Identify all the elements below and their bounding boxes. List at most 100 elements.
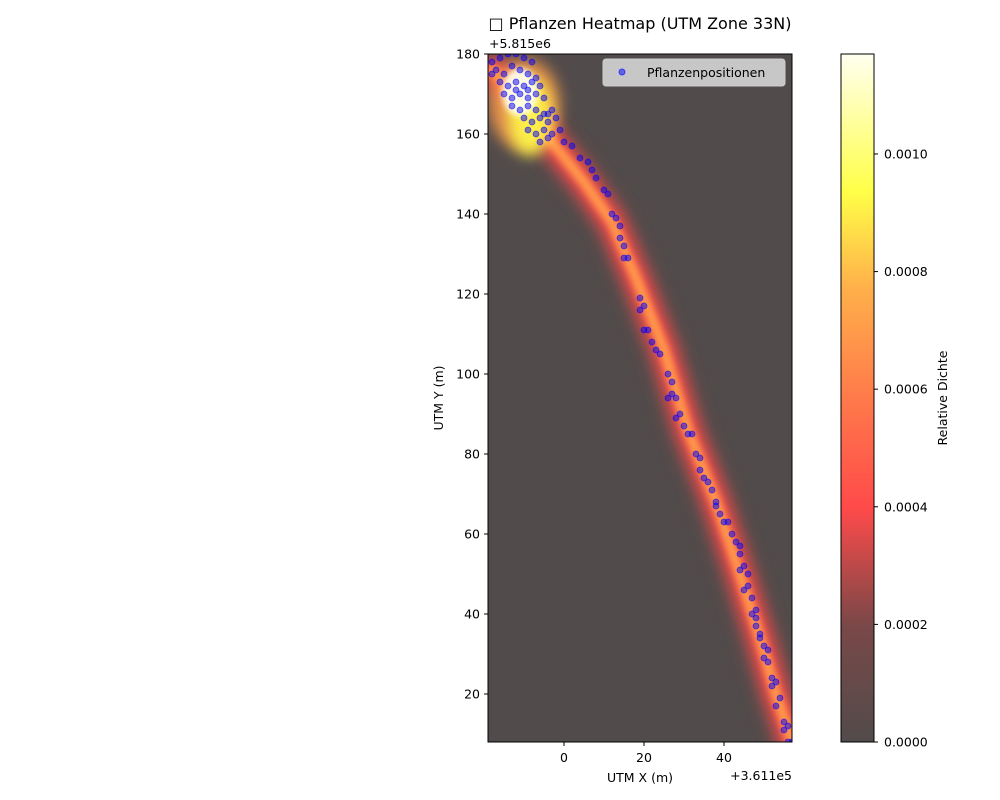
plant-point (536, 114, 544, 122)
plant-point (788, 738, 792, 742)
plant-point (708, 486, 716, 494)
plant-point (584, 158, 592, 166)
plant-point (744, 582, 752, 590)
plant-point (548, 130, 556, 138)
plant-point (492, 66, 500, 74)
plant-point (532, 90, 540, 98)
plant-point (616, 234, 624, 242)
plant-point (516, 106, 524, 114)
plant-point (528, 58, 536, 66)
y-tick-label: 20 (464, 687, 480, 702)
plant-point (536, 82, 544, 90)
plant-point (504, 82, 512, 90)
plant-point (764, 646, 772, 654)
plant-point (532, 74, 540, 82)
plant-point (500, 90, 508, 98)
colorbar: 0.0000 0.0002 0.0004 0.0006 0.0008 0.0010 Rel… (840, 53, 950, 750)
plant-point (616, 222, 624, 230)
plant-point (760, 642, 768, 650)
plant-point (524, 126, 532, 134)
y-axis: 20 40 60 80 100 120 140 160 180 (456, 47, 488, 702)
colorbar-tick-label: 0.0002 (884, 617, 928, 632)
plant-point (524, 94, 532, 102)
plant-point (508, 62, 516, 70)
plant-point (592, 174, 600, 182)
plant-point (636, 294, 644, 302)
plant-point (620, 242, 628, 250)
plant-point (528, 118, 536, 126)
plant-point (556, 126, 564, 134)
plant-point (656, 350, 664, 358)
plant-point (724, 518, 732, 526)
plant-point (668, 390, 676, 398)
plant-point (612, 214, 620, 222)
plant-point (568, 142, 576, 150)
plant-point (780, 726, 788, 734)
plant-point (524, 102, 532, 110)
y-offset-label: +5.815e6 (489, 36, 551, 51)
plant-point (736, 566, 744, 574)
plant-point (776, 694, 784, 702)
plant-point (516, 66, 524, 74)
plant-point (600, 186, 608, 194)
plant-point (752, 614, 760, 622)
plant-positions (488, 54, 792, 742)
y-tick-label: 120 (456, 287, 480, 302)
plant-point (692, 450, 700, 458)
plant-point (496, 54, 504, 62)
plant-point (672, 394, 680, 402)
legend-box (602, 58, 786, 87)
colorbar-ticks: 0.0000 0.0002 0.0004 0.0006 0.0008 0.0010 (874, 146, 928, 750)
y-tick-label: 60 (464, 527, 480, 542)
plant-point (560, 138, 568, 146)
plant-point (772, 702, 780, 710)
plant-point (532, 130, 540, 138)
plant-point (768, 682, 776, 690)
plant-point (552, 114, 560, 122)
x-tick-label: 0 (560, 750, 568, 765)
plant-point (676, 410, 684, 418)
chart-title: □ Pflanzen Heatmap (UTM Zone 33N) (489, 14, 792, 33)
plant-point (652, 346, 660, 354)
plot-area (487, 53, 793, 743)
colorbar-tick-label: 0.0010 (884, 146, 928, 161)
plant-point (512, 86, 520, 94)
plant-point (756, 634, 764, 642)
plant-point (544, 134, 552, 142)
plant-point (740, 586, 748, 594)
plant-point (696, 454, 704, 462)
plant-point (768, 674, 776, 682)
plant-point (504, 54, 512, 58)
plant-point (664, 394, 672, 402)
plant-point (540, 126, 548, 134)
plant-point (544, 118, 552, 126)
plant-point (488, 70, 496, 78)
plant-point (508, 94, 516, 102)
x-tick-label: 40 (716, 750, 732, 765)
plant-point (752, 606, 760, 614)
plant-point (696, 466, 704, 474)
plant-point (784, 722, 792, 730)
plant-point (636, 306, 644, 314)
plant-point (512, 54, 520, 58)
plant-point (780, 718, 788, 726)
plant-point (608, 210, 616, 218)
plant-point (748, 594, 756, 602)
plant-point (496, 78, 504, 86)
plant-point (744, 570, 752, 578)
plant-point (576, 154, 584, 162)
plant-point (500, 70, 508, 78)
y-tick-label: 100 (456, 367, 480, 382)
plant-point (528, 78, 536, 86)
plant-point (740, 562, 748, 570)
plant-point (548, 106, 556, 114)
colorbar-tick-label: 0.0008 (884, 264, 928, 279)
y-tick-label: 40 (464, 607, 480, 622)
plant-point (688, 430, 696, 438)
plant-point (640, 326, 648, 334)
plant-point (588, 166, 596, 174)
plant-point (516, 90, 524, 98)
plant-point (520, 54, 528, 62)
colorbar-tick-label: 0.0004 (884, 499, 928, 514)
plant-point (536, 138, 544, 146)
